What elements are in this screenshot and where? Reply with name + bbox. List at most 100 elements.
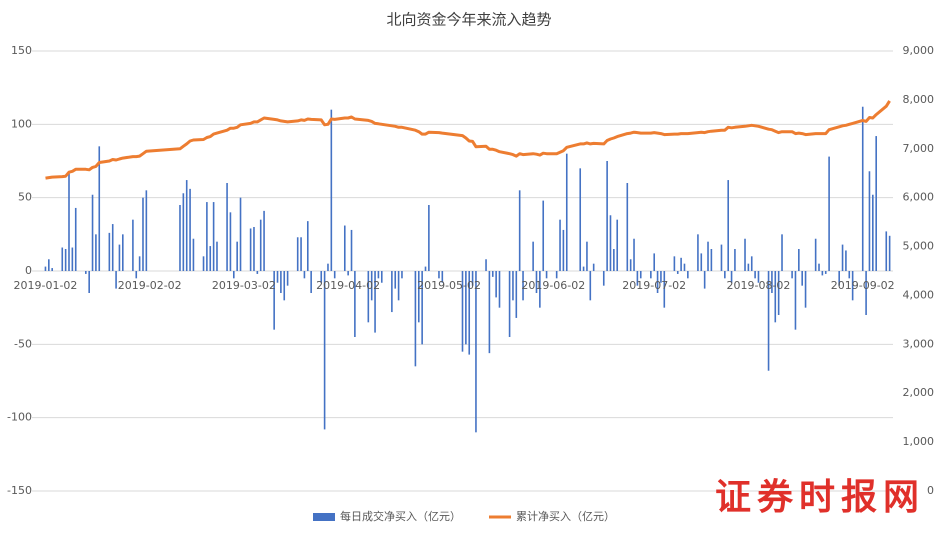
- bar: [179, 205, 181, 271]
- bar: [122, 234, 124, 271]
- bar: [801, 271, 803, 286]
- legend-label: 累计净买入（亿元）: [516, 509, 615, 523]
- bar: [189, 188, 191, 271]
- bar: [559, 219, 561, 271]
- bar: [579, 168, 582, 271]
- bar: [804, 271, 807, 308]
- bar: [61, 247, 64, 271]
- bar: [609, 215, 612, 271]
- bar: [296, 237, 299, 271]
- bar: [868, 171, 871, 271]
- bar: [300, 237, 302, 271]
- bar: [663, 271, 666, 308]
- bar: [276, 271, 279, 283]
- bar: [256, 271, 259, 274]
- bar: [283, 271, 286, 301]
- bar: [777, 271, 780, 315]
- bar: [91, 194, 94, 271]
- bar: [374, 271, 376, 333]
- bar: [367, 271, 370, 323]
- x-tick-label: 2019-04-02: [316, 279, 380, 292]
- bar: [401, 271, 403, 279]
- bar: [185, 180, 188, 271]
- bar: [589, 271, 592, 301]
- bar: [232, 271, 235, 279]
- bar: [68, 171, 70, 271]
- bar: [350, 229, 353, 271]
- bar: [616, 219, 619, 271]
- x-tick-label: 2019-07-02: [622, 279, 686, 292]
- bar: [639, 271, 642, 279]
- bar: [734, 249, 736, 271]
- watermark: 证券时报网: [715, 476, 925, 518]
- bar: [545, 271, 548, 279]
- bar: [626, 183, 629, 271]
- bar: [111, 224, 114, 271]
- bar: [656, 271, 659, 293]
- bar: [108, 232, 111, 271]
- bar: [64, 249, 67, 271]
- bar: [132, 219, 134, 271]
- x-tick-label: 2019-01-02: [13, 279, 77, 292]
- bar: [142, 197, 144, 271]
- bar: [286, 271, 289, 286]
- bar: [135, 271, 138, 279]
- bar: [555, 271, 558, 279]
- bar: [727, 180, 729, 271]
- bar: [539, 271, 541, 308]
- bar: [438, 271, 440, 279]
- bar: [794, 271, 797, 330]
- bar: [771, 271, 773, 293]
- bar: [495, 271, 497, 298]
- bar: [518, 190, 521, 271]
- y2-tick-label: 9,000: [903, 44, 935, 57]
- bar: [343, 225, 346, 271]
- y-tick-label: 50: [18, 191, 32, 204]
- bar: [51, 268, 53, 271]
- bar: [515, 271, 518, 318]
- bar: [865, 271, 867, 315]
- bar: [226, 183, 228, 271]
- bar: [259, 219, 262, 271]
- bar: [74, 207, 77, 271]
- bar: [781, 234, 783, 271]
- y2-tick-label: 3,000: [903, 337, 935, 350]
- y-tick-label: 100: [11, 117, 32, 130]
- bar: [754, 271, 756, 279]
- bar: [280, 271, 282, 293]
- bar: [85, 271, 87, 274]
- bar: [397, 271, 400, 301]
- bar: [216, 241, 218, 271]
- bar: [730, 271, 733, 283]
- bar: [249, 228, 252, 271]
- bar: [44, 266, 47, 271]
- bar: [885, 231, 888, 271]
- bar: [707, 241, 709, 271]
- bar: [468, 271, 471, 355]
- bar: [602, 271, 605, 286]
- bar: [394, 271, 397, 289]
- bar: [465, 271, 467, 345]
- bar: [263, 210, 265, 271]
- y2-tick-label: 2,000: [903, 386, 935, 399]
- bar: [471, 271, 474, 286]
- legend-label: 每日成交净买入（亿元）: [340, 509, 461, 523]
- bar: [95, 234, 97, 271]
- x-tick-label: 2019-09-02: [831, 279, 895, 292]
- bar: [206, 202, 208, 271]
- bar: [791, 271, 793, 279]
- bar: [273, 271, 275, 330]
- bar: [306, 221, 309, 271]
- y-tick-label: 0: [25, 264, 32, 277]
- bar: [354, 271, 356, 337]
- bar: [680, 257, 682, 271]
- bar: [653, 253, 656, 271]
- bar: [98, 146, 101, 271]
- bar: [488, 271, 491, 354]
- x-tick-label: 2019-03-02: [212, 279, 276, 292]
- bar: [814, 238, 817, 271]
- bar: [747, 263, 750, 271]
- bar: [370, 271, 373, 301]
- bar: [798, 249, 800, 271]
